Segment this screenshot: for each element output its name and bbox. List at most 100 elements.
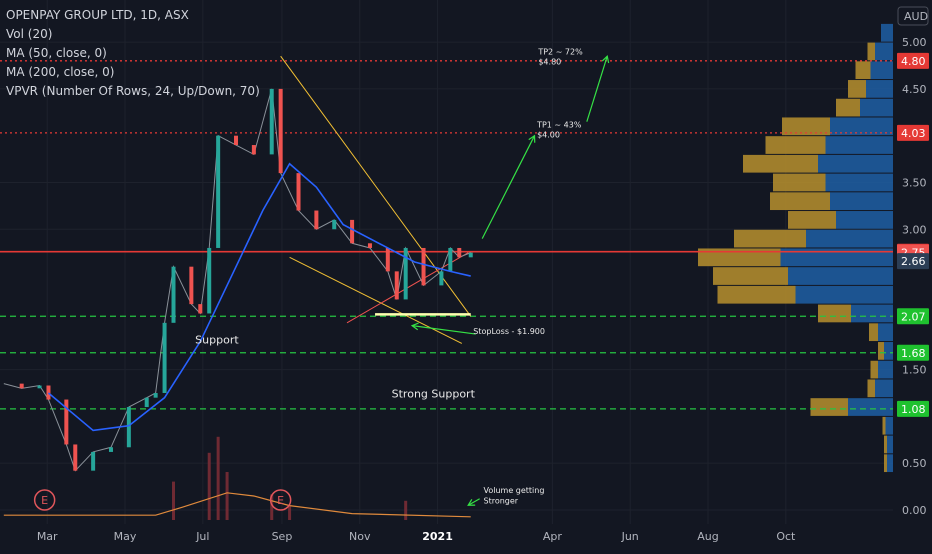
candle (350, 219, 355, 244)
candle (394, 271, 399, 300)
volume-bar (404, 500, 408, 520)
price-tag-label: 1.68 (901, 347, 926, 360)
annotation-text: TP1 ~ 43% (536, 120, 582, 129)
price-tag (897, 52, 929, 69)
volume-bar (171, 481, 175, 520)
vpvr-row-down (887, 454, 893, 473)
vpvr-row-down (881, 23, 893, 42)
earnings-marker[interactable] (269, 489, 292, 511)
vpvr-row-down (860, 98, 893, 117)
price-tag-label: 4.80 (901, 55, 926, 68)
indicator-vpvr[interactable]: VPVR (Number Of Rows, 24, Up/Down, 70) (6, 84, 260, 98)
annotation-text: Support (195, 333, 239, 346)
candle (171, 266, 176, 323)
vpvr-row-down (875, 379, 893, 398)
price-tag-label: 2.07 (901, 310, 926, 323)
vpvr-row-up (770, 192, 830, 211)
x-axis-label: May (114, 530, 137, 543)
tp2-arrow-head (601, 54, 610, 64)
y-axis-label: 1.50 (902, 364, 927, 377)
candle (153, 393, 158, 398)
price-tag-label: 4.03 (901, 127, 926, 140)
earnings-marker[interactable] (33, 489, 56, 511)
vpvr-row-up (884, 435, 887, 454)
x-axis-label: Sep (272, 530, 293, 543)
price-tag (897, 308, 929, 325)
candle (144, 397, 149, 408)
x-axis-label: 2021 (422, 530, 453, 543)
price-tag (897, 344, 929, 361)
candle (64, 399, 69, 445)
candle (37, 385, 42, 389)
candle (73, 444, 78, 471)
volume-bar (207, 452, 211, 520)
x-axis-label: Nov (349, 530, 371, 543)
vpvr-row-down (780, 248, 893, 267)
candle (162, 322, 167, 393)
volume-bar (216, 436, 220, 520)
candle (421, 247, 426, 286)
vpvr-row-down (870, 61, 893, 80)
vpvr-row-up (870, 360, 878, 379)
vpvr-row-up (855, 61, 871, 80)
candle (207, 247, 212, 314)
x-axis-label: Jun (621, 530, 639, 543)
y-axis-label: 0.50 (902, 457, 927, 470)
price-tag-label: 2.66 (901, 255, 926, 268)
currency-badge[interactable] (897, 6, 929, 26)
candle (457, 247, 462, 258)
volume-ma-line (3, 492, 471, 518)
vpvr-row-down (848, 398, 893, 416)
indicator-ma-50[interactable]: MA (50, close, 0) (6, 46, 107, 60)
vpvr-row-down (806, 229, 893, 248)
candle (216, 135, 221, 248)
vpvr-row-down (836, 211, 893, 229)
candle (278, 88, 283, 174)
annotation-text: Strong Support (392, 388, 476, 401)
vpvr-row-up (867, 42, 875, 61)
indicator-volume[interactable]: Vol (20) (6, 27, 53, 41)
tp2-arrow (586, 55, 608, 122)
x-axis-label: Oct (776, 530, 796, 543)
candle (46, 385, 51, 400)
x-axis-label: Apr (543, 530, 563, 543)
annotation-text: Stronger (483, 496, 518, 505)
vpvr-row-down (825, 173, 893, 192)
vpvr-row-down (866, 80, 893, 98)
price-tag (897, 400, 929, 417)
vpvr-row-up (698, 248, 781, 267)
vpvr-row-up (884, 454, 887, 473)
price-line (3, 88, 471, 472)
vpvr-row-up (848, 80, 866, 98)
annotation-text: $4.00 (537, 131, 560, 140)
candle (385, 247, 390, 272)
x-axis-label: Jul (195, 530, 209, 543)
volume-bar (270, 494, 274, 520)
currency-label: AUD (904, 10, 928, 23)
vpvr-row-down (830, 117, 893, 136)
vpvr-row-down (788, 267, 893, 285)
vpvr-row-up (788, 211, 836, 229)
vpvr-row-up (836, 98, 860, 117)
candle (314, 210, 319, 230)
candle (296, 173, 301, 211)
vpvr-row-up (878, 342, 884, 360)
indicator-ma-200[interactable]: MA (200, close, 0) (6, 65, 115, 79)
volume-arrow-head (467, 499, 476, 506)
vpvr-row-down (885, 416, 893, 435)
candle (189, 266, 194, 305)
x-axis-label: Aug (697, 530, 718, 543)
vpvr-row-down (818, 154, 893, 173)
x-axis-label: Mar (37, 530, 58, 543)
price-tag (897, 124, 929, 141)
vpvr-row-down (830, 192, 893, 211)
vpvr-row-up (810, 398, 848, 416)
candle (448, 247, 453, 272)
annotation-text: TP2 ~ 72% (537, 47, 583, 56)
volume-bar (225, 472, 229, 520)
stoploss-arrow-head (410, 322, 419, 331)
price-tag (897, 253, 929, 270)
earnings-marker-label: E (277, 494, 284, 507)
